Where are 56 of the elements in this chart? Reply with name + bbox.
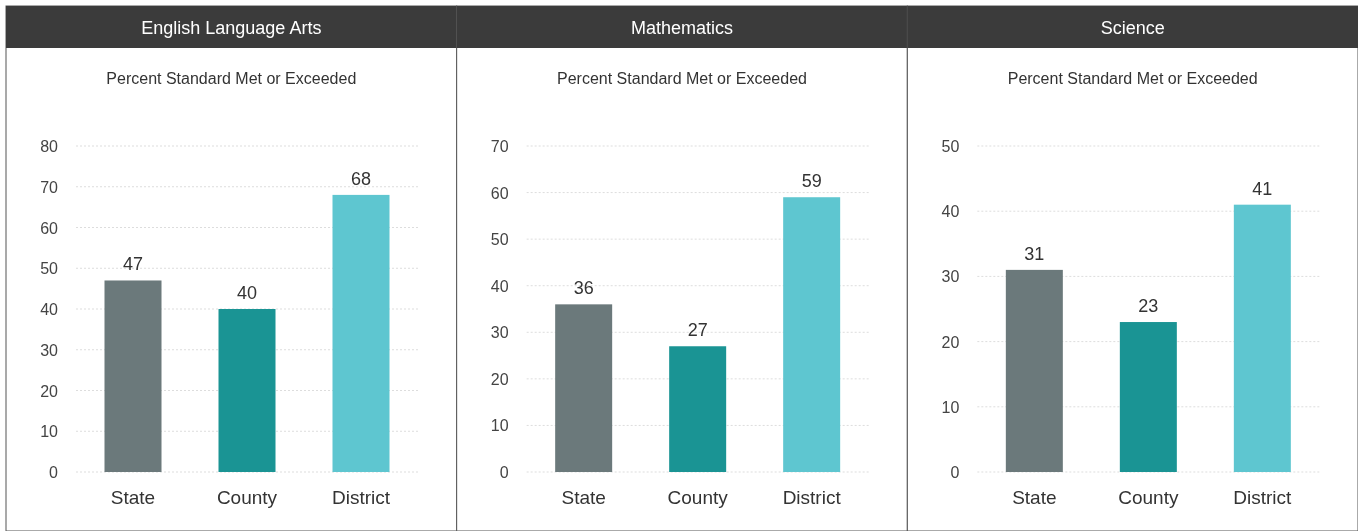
y-tick-label: 40: [40, 301, 59, 318]
y-tick-label: 20: [941, 333, 960, 351]
data-label: 47: [122, 254, 144, 275]
data-label: 41: [1252, 178, 1273, 199]
bar: [669, 346, 727, 472]
y-tick-label: 30: [40, 341, 59, 359]
data-label: 31: [1024, 243, 1045, 264]
data-label: 40: [236, 283, 258, 303]
y-tick-label: 20: [40, 382, 59, 400]
x-tick-label: County: [667, 487, 729, 508]
y-tick-label: 50: [941, 138, 960, 155]
y-tick-label: 30: [941, 268, 960, 286]
x-tick-label: State: [110, 487, 156, 508]
x-tick-label: District: [1233, 487, 1293, 508]
x-tick-label: District: [331, 487, 391, 508]
y-tick-label: 70: [490, 138, 509, 155]
chart-title: Mathematics: [630, 18, 734, 38]
bar: [783, 197, 841, 472]
y-tick-label: 70: [40, 178, 59, 196]
chart-title: Science: [1100, 18, 1165, 38]
chart-title: English Language Arts: [141, 18, 322, 38]
y-tick-label: 10: [40, 423, 59, 441]
x-tick-label: District: [782, 487, 842, 508]
bar: [555, 304, 613, 472]
y-tick-label: 20: [490, 370, 509, 388]
chart-subtitle: Percent Standard Met or Exceeded: [1007, 70, 1258, 87]
y-tick-label: 60: [490, 184, 509, 202]
data-label: 59: [801, 171, 822, 192]
y-tick-label: 10: [490, 417, 509, 435]
x-tick-label: County: [216, 487, 278, 508]
y-tick-label: 0: [499, 464, 509, 481]
y-tick-label: 40: [941, 203, 960, 221]
y-tick-label: 50: [490, 231, 509, 249]
data-label: 23: [1138, 296, 1159, 317]
y-tick-label: 30: [490, 324, 509, 342]
bar: [218, 309, 276, 472]
y-tick-label: 60: [40, 219, 59, 237]
y-tick-label: 10: [941, 398, 960, 416]
y-tick-label: 40: [490, 277, 509, 295]
x-tick-label: State: [561, 487, 606, 508]
data-label: 36: [573, 278, 594, 299]
x-tick-label: County: [1118, 487, 1179, 508]
chart-subtitle: Percent Standard Met or Exceeded: [557, 70, 807, 87]
bar: [1005, 269, 1063, 472]
bar: [104, 280, 162, 472]
y-tick-label: 0: [49, 464, 59, 481]
y-tick-label: 80: [40, 138, 59, 155]
y-tick-label: 0: [950, 464, 960, 481]
chart-subtitle: Percent Standard Met or Exceeded: [106, 70, 357, 87]
bar: [332, 194, 390, 472]
bar: [1233, 204, 1291, 472]
x-tick-label: State: [1012, 487, 1057, 508]
bar: [1119, 322, 1177, 472]
y-tick-label: 50: [40, 260, 59, 278]
data-label: 27: [687, 320, 708, 341]
data-label: 68: [350, 168, 372, 189]
